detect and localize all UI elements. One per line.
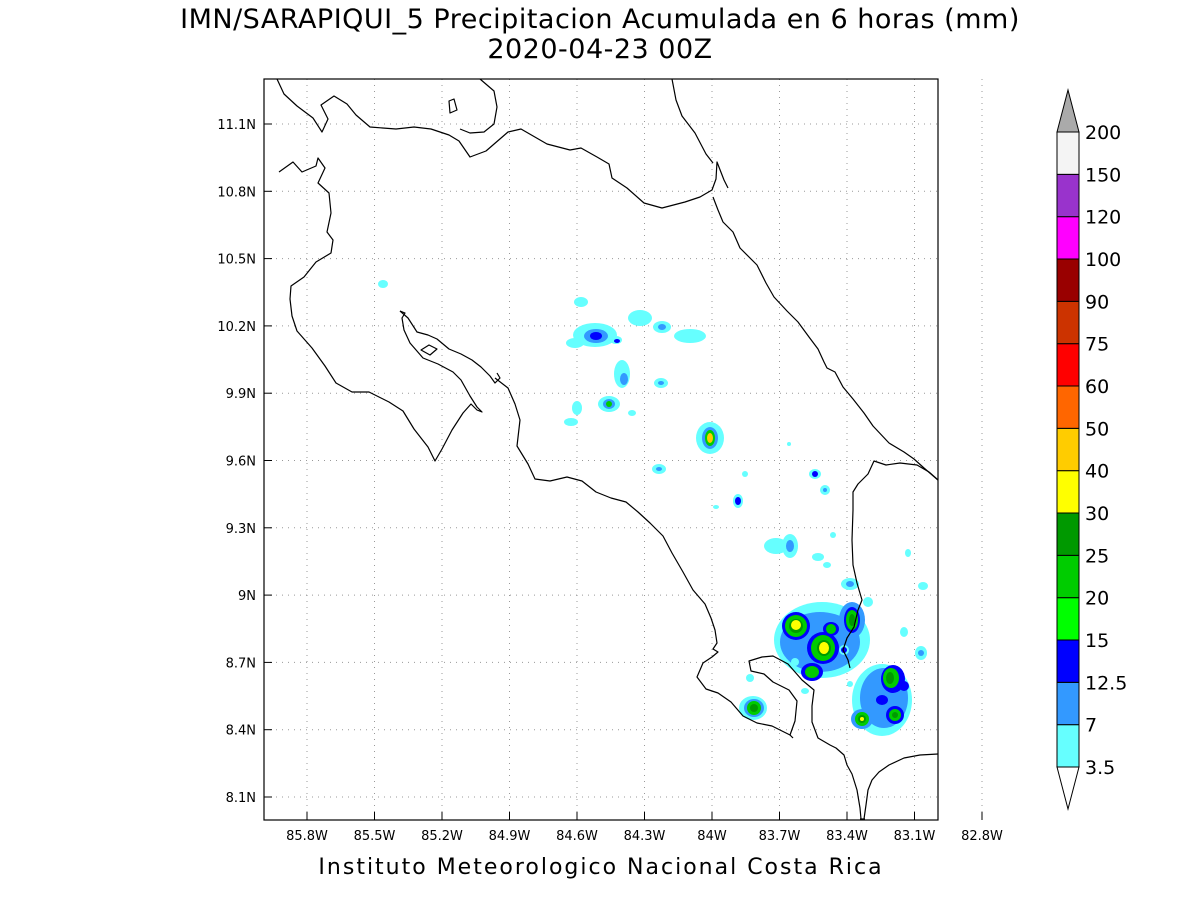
colorbar-band xyxy=(1056,131,1080,175)
lon-tick-label: 84.3W xyxy=(624,829,666,844)
lat-tick-label: 8.1N xyxy=(226,791,256,806)
lon-tick-label: 84.6W xyxy=(556,829,598,844)
colorbar-band xyxy=(1056,512,1080,556)
lon-tick-label: 82.8W xyxy=(961,829,1003,844)
colorbar-band xyxy=(1056,724,1080,768)
lat-tick-label: 10.8N xyxy=(217,185,256,200)
colorbar-label: 3.5 xyxy=(1085,757,1115,779)
map-subtitle: 2020-04-23 00Z xyxy=(487,34,713,65)
lon-tick-label: 84W xyxy=(697,829,727,844)
plot-background xyxy=(264,79,938,820)
colorbar-band xyxy=(1056,300,1080,345)
lon-tick-label: 85.5W xyxy=(354,829,396,844)
lat-tick-label: 10.5N xyxy=(217,253,256,268)
lat-tick-label: 9.9N xyxy=(226,387,256,402)
colorbar-label: 12.5 xyxy=(1085,672,1127,694)
colorbar-band xyxy=(1056,427,1080,472)
colorbar: 3.5 7 12.5 15 20 25 30 40 50 60 75 90 100 120 150 200 xyxy=(1056,88,1127,811)
colorbar-max-arrow xyxy=(1056,88,1080,133)
lat-tick-label: 9N xyxy=(238,589,256,604)
lon-tick-label: 85.8W xyxy=(286,829,328,844)
colorbar-label: 90 xyxy=(1085,291,1109,313)
lon-tick-label: 84.9W xyxy=(489,829,531,844)
colorbar-band xyxy=(1056,343,1080,387)
colorbar-band xyxy=(1056,597,1080,641)
colorbar-label: 30 xyxy=(1085,503,1109,525)
colorbar-min-arrow xyxy=(1056,766,1080,811)
colorbar-band xyxy=(1056,639,1080,683)
lat-tick-label: 9.3N xyxy=(226,522,256,537)
lat-tick-label: 10.2N xyxy=(217,320,256,335)
colorbar-label: 150 xyxy=(1085,164,1121,186)
colorbar-label: 120 xyxy=(1085,207,1121,229)
footer-credit: Instituto Meteorologico Nacional Costa R… xyxy=(318,855,884,880)
lat-tick-label: 8.4N xyxy=(226,724,256,739)
lon-tick-label: 85.2W xyxy=(421,829,463,844)
colorbar-band xyxy=(1056,681,1080,726)
colorbar-label: 60 xyxy=(1085,376,1109,398)
colorbar-band xyxy=(1056,258,1080,302)
colorbar-label: 200 xyxy=(1085,122,1121,144)
colorbar-label: 25 xyxy=(1085,545,1109,567)
lon-tick-label: 83.4W xyxy=(826,829,868,844)
plot-area: 85.8W 85.5W 85.2W 84.9W 84.6W 84.3W 84W 83.7W 83… xyxy=(217,78,1003,844)
colorbar-band xyxy=(1056,385,1080,429)
colorbar-band xyxy=(1056,173,1080,218)
grid-lines xyxy=(264,79,983,820)
coastlines xyxy=(276,78,939,820)
map-title: IMN/SARAPIQUI_5 Precipitacion Acumulada … xyxy=(180,4,1020,35)
lat-tick-label: 8.7N xyxy=(226,656,256,671)
colorbar-label: 20 xyxy=(1085,588,1109,610)
colorbar-band xyxy=(1056,470,1080,514)
lon-tick-label: 83.1W xyxy=(894,829,936,844)
axis-ticks: 85.8W 85.5W 85.2W 84.9W 84.6W 84.3W 84W 83.7W 83… xyxy=(217,118,1003,844)
colorbar-label: 7 xyxy=(1085,715,1097,737)
lat-tick-label: 9.6N xyxy=(226,455,256,470)
colorbar-label: 50 xyxy=(1085,418,1109,440)
precipitation-fields xyxy=(378,280,928,736)
colorbar-label: 100 xyxy=(1085,249,1121,271)
lon-tick-label: 83.7W xyxy=(759,829,801,844)
colorbar-label: 15 xyxy=(1085,630,1109,652)
lat-tick-label: 11.1N xyxy=(217,118,256,133)
colorbar-label: 40 xyxy=(1085,461,1109,483)
colorbar-band xyxy=(1056,554,1080,599)
plot-frame xyxy=(263,78,939,821)
colorbar-band xyxy=(1056,216,1080,260)
colorbar-label: 75 xyxy=(1085,334,1109,356)
